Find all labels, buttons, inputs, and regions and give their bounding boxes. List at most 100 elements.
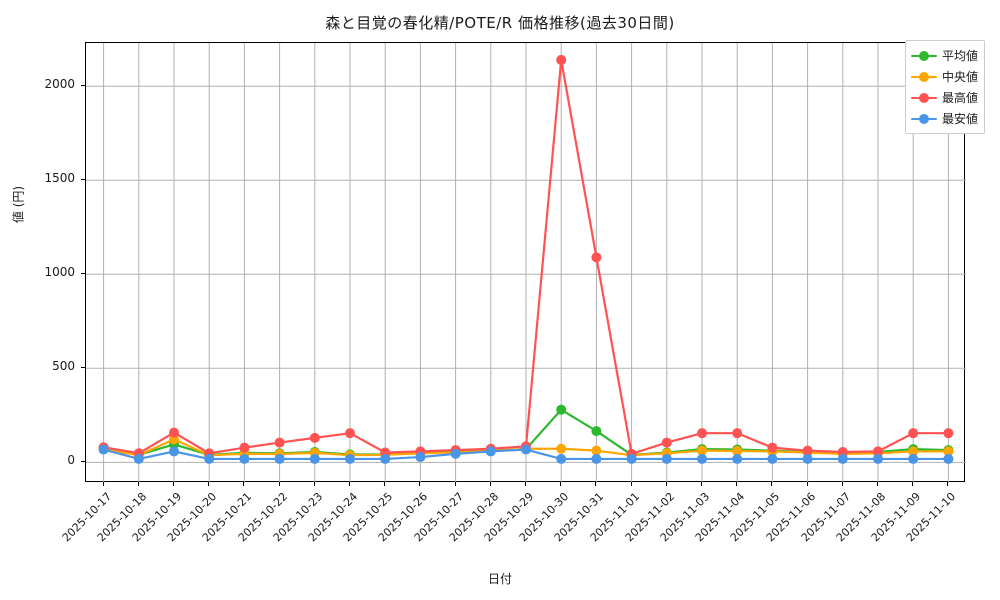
- y-tick-mark: [81, 461, 85, 463]
- x-tick-mark: [208, 482, 210, 486]
- data-point-marker: [873, 453, 883, 464]
- data-point-marker: [274, 437, 285, 448]
- legend-item-最高値[interactable]: 最高値: [911, 87, 978, 108]
- data-point-marker: [697, 445, 707, 456]
- legend-label: 平均値: [942, 49, 979, 63]
- data-point-marker: [873, 446, 883, 457]
- legend-dot-icon: [919, 113, 929, 124]
- x-tick-mark: [560, 482, 562, 486]
- y-tick-label: 500: [52, 359, 75, 374]
- legend-swatch-icon: [911, 50, 937, 62]
- data-point-marker: [309, 453, 320, 464]
- data-point-marker: [556, 404, 567, 415]
- y-tick-mark: [81, 367, 85, 369]
- x-tick-mark: [384, 482, 386, 486]
- x-tick-mark: [525, 482, 526, 486]
- data-point-marker: [732, 428, 743, 439]
- data-point-marker: [802, 445, 813, 456]
- data-point-marker: [98, 444, 109, 455]
- data-point-marker: [908, 446, 919, 457]
- data-point-marker: [767, 442, 778, 453]
- data-point-marker: [837, 446, 848, 457]
- y-tick-label: 1500: [44, 171, 75, 186]
- x-tick-mark: [912, 482, 914, 486]
- legend-dot-icon: [919, 50, 929, 61]
- x-tick-mark: [701, 482, 702, 486]
- data-point-marker: [204, 453, 215, 464]
- y-tick-label: 2000: [44, 77, 75, 92]
- legend-item-最安値[interactable]: 最安値: [911, 108, 978, 129]
- data-point-marker: [943, 446, 954, 457]
- data-point-marker: [626, 453, 637, 464]
- data-point-marker: [697, 428, 707, 439]
- data-point-marker: [450, 448, 461, 459]
- x-tick-mark: [137, 482, 139, 486]
- data-point-marker: [697, 453, 707, 464]
- x-tick-mark: [102, 482, 104, 486]
- data-point-marker: [591, 453, 602, 464]
- legend-swatch-icon: [911, 71, 937, 83]
- chart-legend[interactable]: 平均値中央値最高値最安値: [905, 40, 986, 134]
- x-tick-mark: [595, 482, 597, 486]
- legend-swatch-icon: [911, 92, 937, 104]
- data-point-marker: [661, 453, 672, 464]
- y-tick-mark: [81, 85, 85, 87]
- data-point-marker: [556, 453, 567, 464]
- data-point-marker: [169, 446, 179, 457]
- x-tick-mark: [877, 482, 878, 486]
- x-tick-mark: [771, 482, 773, 486]
- x-tick-mark: [947, 482, 949, 486]
- data-point-marker: [591, 252, 602, 263]
- x-axis-label: 日付: [487, 572, 512, 586]
- y-tick-mark: [81, 273, 85, 275]
- legend-label: 中央値: [942, 70, 979, 84]
- data-point-marker: [239, 453, 250, 464]
- x-tick-mark: [665, 482, 667, 486]
- data-point-marker: [133, 453, 144, 464]
- plot-area: [85, 42, 966, 483]
- legend-dot-icon: [919, 92, 929, 103]
- data-point-marker: [661, 437, 672, 448]
- data-point-marker: [591, 445, 602, 456]
- x-tick-mark: [278, 482, 280, 486]
- data-point-marker: [732, 446, 743, 457]
- data-point-marker: [732, 453, 743, 464]
- y-tick-label: 0: [67, 453, 75, 468]
- x-tick-mark: [243, 482, 245, 486]
- legend-item-中央値[interactable]: 中央値: [911, 66, 978, 87]
- data-point-marker: [274, 453, 285, 464]
- legend-swatch-icon: [911, 113, 937, 125]
- data-point-marker: [345, 428, 355, 439]
- data-point-marker: [908, 428, 919, 439]
- data-point-marker: [485, 446, 496, 457]
- x-tick-mark: [313, 482, 315, 486]
- data-point-marker: [556, 443, 567, 454]
- x-tick-mark: [736, 482, 738, 486]
- data-point-marker: [837, 453, 848, 464]
- data-point-marker: [521, 444, 531, 455]
- y-tick-label: 1000: [44, 265, 75, 280]
- data-point-marker: [239, 442, 250, 453]
- x-tick-mark: [841, 482, 843, 486]
- data-point-marker: [943, 428, 954, 439]
- data-point-marker: [591, 426, 602, 437]
- data-point-marker: [767, 453, 778, 464]
- legend-label: 最高値: [942, 91, 979, 105]
- x-tick-mark: [173, 482, 174, 486]
- y-tick-mark: [81, 179, 85, 181]
- legend-dot-icon: [919, 71, 929, 82]
- x-tick-mark: [630, 482, 632, 486]
- data-point-marker: [802, 453, 813, 464]
- data-point-marker: [169, 427, 179, 438]
- data-point-marker: [309, 432, 320, 443]
- data-point-marker: [908, 453, 919, 464]
- data-point-marker: [345, 453, 355, 464]
- legend-item-平均値[interactable]: 平均値: [911, 45, 978, 66]
- plot-svg: [86, 43, 966, 483]
- x-tick-mark: [489, 482, 491, 486]
- x-tick-mark: [349, 482, 350, 486]
- data-point-marker: [556, 54, 567, 65]
- x-tick-mark: [454, 482, 456, 486]
